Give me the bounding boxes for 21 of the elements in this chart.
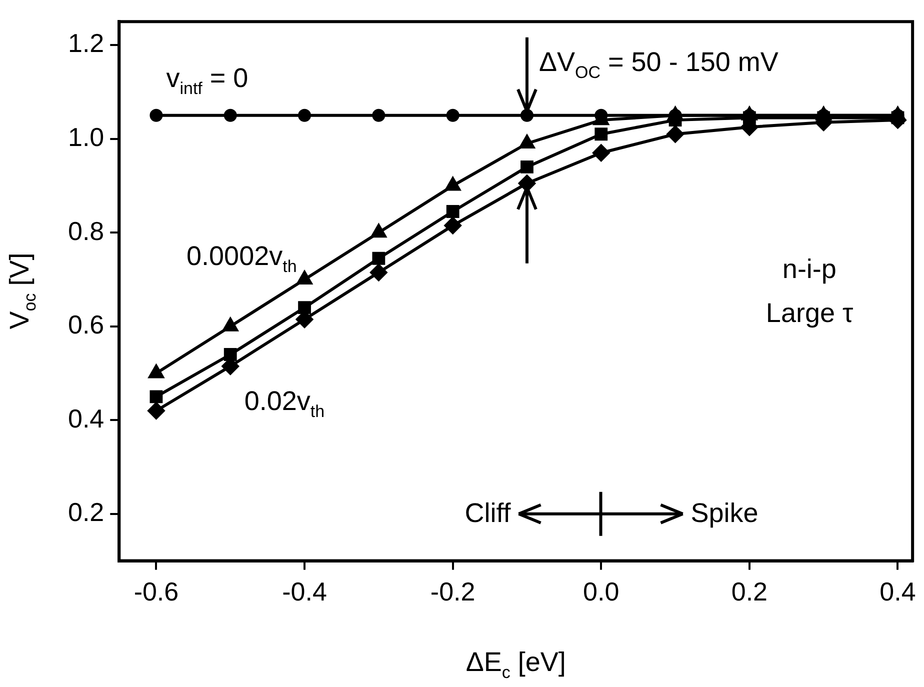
- annotation: Large τ: [766, 298, 854, 328]
- x-tick-label: 0.0: [583, 576, 620, 607]
- y-tick-label: 0.6: [68, 310, 104, 340]
- x-tick-label: 0.2: [731, 576, 768, 607]
- y-tick-label: 0.4: [68, 403, 104, 434]
- x-tick-label: 0.4: [880, 576, 916, 607]
- annotation: Cliff: [464, 498, 511, 528]
- series-label: 0.0002v$_{th}$: [186, 241, 297, 276]
- x-tick-label: -0.2: [430, 576, 476, 607]
- y-tick-label: 0.8: [68, 216, 104, 246]
- x-axis-title: ΔE$_{c}$ [eV]: [466, 647, 566, 682]
- annotation: ΔV$_{OC}$ = 50 - 150 mV: [538, 47, 778, 82]
- y-tick-label: 1.2: [68, 28, 104, 58]
- series-label: 0.02v$_{th}$: [244, 386, 325, 422]
- x-tick-label: -0.4: [282, 576, 327, 607]
- y-tick-label: 0.2: [68, 497, 104, 528]
- x-tick-label: -0.6: [134, 576, 179, 607]
- y-tick-label: 1.0: [68, 122, 104, 152]
- series-label: v$_{intf}$ = 0: [166, 63, 248, 98]
- annotation: n-i-p: [782, 254, 836, 284]
- annotation: Spike: [690, 498, 758, 528]
